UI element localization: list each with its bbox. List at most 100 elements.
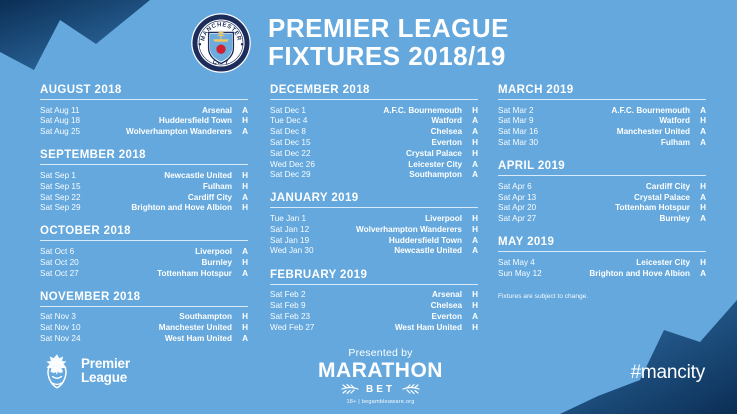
fixture-opponent: Everton: [431, 137, 462, 147]
manchester-city-crest-icon: MANCHESTER CITY: [191, 13, 251, 73]
fixture-row[interactable]: Sat Mar 9 Watford H: [498, 116, 706, 127]
fixture-row[interactable]: Sat Oct 27 Tottenham Hotspur A: [40, 268, 248, 279]
fixture-opponent: Southampton: [179, 312, 232, 322]
fixture-row[interactable]: Sat Apr 20 Tottenham Hotspur H: [498, 203, 706, 214]
month-block-august: AUGUST 2018 Sat Aug 11 Arsenal A Sat Aug…: [40, 84, 248, 137]
fixture-row[interactable]: Sat May 4 Leicester City H: [498, 257, 706, 268]
fixture-opponent: Manchester United: [616, 127, 690, 137]
fixture-opponent: West Ham United: [164, 333, 232, 343]
fixture-venue: H: [472, 290, 478, 300]
fixture-row[interactable]: Sat Jan 12 Wolverhampton Wanderers H: [270, 224, 478, 235]
fixture-row[interactable]: Sat Aug 11 Arsenal A: [40, 105, 248, 116]
fixture-row[interactable]: Sat Dec 1 A.F.C. Bournemouth H: [270, 105, 478, 116]
fixture-row[interactable]: Tue Dec 4 Watford A: [270, 116, 478, 127]
fixture-row[interactable]: Tue Jan 1 Liverpool H: [270, 213, 478, 224]
fixture-opponent: Fulham: [202, 181, 232, 191]
fixture-opponent: Liverpool: [425, 214, 462, 224]
fixture-date: Sat Sep 29: [40, 203, 81, 213]
fixture-venue: A: [472, 311, 478, 321]
fixture-opponent: Wolverhampton Wanderers: [355, 224, 462, 234]
month-heading: MARCH 2019: [498, 84, 574, 96]
fixture-row[interactable]: Sat Dec 29 Southampton A: [270, 170, 478, 181]
fixture-row[interactable]: Wed Dec 26 Leicester City A: [270, 159, 478, 170]
fixture-row[interactable]: Sat Mar 16 Manchester United A: [498, 127, 706, 138]
fixture-row[interactable]: Sat Aug 18 Huddersfield Town H: [40, 116, 248, 127]
month-block-march: MARCH 2019 Sat Mar 2 A.F.C. Bournemouth …: [498, 84, 706, 148]
fixture-date: Sat Dec 15: [270, 137, 311, 147]
fixture-row[interactable]: Sat Nov 3 Southampton H: [40, 312, 248, 323]
fixture-date: Sun May 12: [498, 268, 542, 278]
fixture-row[interactable]: Wed Feb 27 West Ham United H: [270, 322, 478, 333]
fixture-row[interactable]: Sat Mar 30 Fulham A: [498, 137, 706, 148]
month-block-september: SEPTEMBER 2018 Sat Sep 1 Newcastle Unite…: [40, 149, 248, 213]
fixture-row[interactable]: Sat Nov 10 Manchester United H: [40, 323, 248, 334]
fixture-row[interactable]: Sat Oct 20 Burnley H: [40, 257, 248, 268]
fixture-row[interactable]: Sat Dec 22 Crystal Palace H: [270, 148, 478, 159]
fixture-venue: A: [700, 192, 706, 202]
fixture-row[interactable]: Sat Feb 9 Chelsea H: [270, 300, 478, 311]
fixture-opponent: Cardiff City: [187, 192, 232, 202]
fixture-row[interactable]: Sat Dec 15 Everton H: [270, 137, 478, 148]
fixture-row[interactable]: Sat Dec 8 Chelsea A: [270, 127, 478, 138]
fixture-opponent: Manchester United: [158, 323, 232, 333]
month-divider: [270, 283, 478, 285]
fixture-venue: H: [242, 312, 248, 322]
fixture-date: Sat Sep 22: [40, 192, 81, 202]
fixture-venue: H: [472, 137, 478, 147]
fixture-date: Sat Apr 13: [498, 192, 537, 202]
fixture-venue: H: [700, 257, 706, 267]
fixture-venue: H: [472, 300, 478, 310]
fixture-row[interactable]: Wed Jan 30 Newcastle United A: [270, 246, 478, 257]
fixture-venue: A: [242, 268, 248, 278]
fixture-row[interactable]: Sat Jan 19 Huddersfield Town A: [270, 235, 478, 246]
fixture-opponent: A.F.C. Bournemouth: [611, 105, 690, 115]
month-block-october: OCTOBER 2018 Sat Oct 6 Liverpool A Sat O…: [40, 225, 248, 278]
page-title: PREMIER LEAGUE FIXTURES 2018/19: [268, 14, 509, 71]
fixture-row[interactable]: Sat Oct 6 Liverpool A: [40, 246, 248, 257]
month-heading: APRIL 2019: [498, 160, 566, 173]
fixtures-disclaimer: Fixtures are subject to change.: [498, 292, 589, 300]
fixture-date: Wed Dec 26: [270, 159, 315, 169]
fixture-row[interactable]: Sun May 12 Brighton and Hove Albion A: [498, 268, 706, 279]
fixture-date: Sat Dec 8: [270, 127, 306, 137]
fixture-row[interactable]: Sat Nov 24 West Ham United A: [40, 333, 248, 344]
fixture-venue: H: [242, 116, 248, 126]
header: MANCHESTER CITY PREMIER LE: [190, 12, 509, 74]
fixture-row[interactable]: Sat Feb 23 Everton A: [270, 311, 478, 322]
fixture-venue: H: [700, 116, 706, 126]
month-heading: FEBRUARY 2019: [270, 268, 368, 281]
month-heading: JANUARY 2019: [270, 192, 359, 205]
fixture-opponent: Newcastle United: [394, 246, 462, 256]
fixture-row[interactable]: Sat Sep 1 Newcastle United H: [40, 170, 248, 181]
fixture-venue: H: [242, 170, 248, 180]
fixture-opponent: Wolverhampton Wanderers: [125, 127, 232, 137]
fixture-venue: H: [242, 181, 248, 191]
fixture-row[interactable]: Sat Apr 6 Cardiff City H: [498, 181, 706, 192]
fixture-date: Sat Mar 2: [498, 105, 534, 115]
fixture-date: Wed Feb 27: [270, 322, 315, 332]
title-line-2: FIXTURES 2018/19: [268, 41, 506, 71]
fixture-row[interactable]: Sat Apr 13 Crystal Palace A: [498, 192, 706, 203]
fixture-row[interactable]: Sat Sep 22 Cardiff City A: [40, 192, 248, 203]
hashtag-mancity: #mancity: [630, 362, 706, 383]
month-block-november: NOVEMBER 2018 Sat Nov 3 Southampton H Sa…: [40, 291, 248, 344]
fixture-row[interactable]: Sat Mar 2 A.F.C. Bournemouth A: [498, 105, 706, 116]
sponsor-bet-row: BET: [298, 384, 463, 395]
fixture-venue: H: [472, 148, 478, 158]
fixture-opponent: Burnley: [659, 214, 690, 224]
gambling-legal-notice: 18+ | begambleaware.org: [346, 398, 415, 405]
fixture-venue: H: [242, 257, 248, 267]
fixture-date: Sat Mar 9: [498, 116, 534, 126]
fixture-row[interactable]: Sat Aug 25 Wolverhampton Wanderers A: [40, 127, 248, 138]
fixture-opponent: Watford: [659, 116, 690, 126]
sponsor-block: Presented by MARATHON BET 18+ | begamble…: [298, 347, 463, 405]
fixture-venue: A: [472, 116, 478, 126]
fixture-opponent: Brighton and Hove Albion: [589, 268, 690, 278]
month-divider: [498, 99, 706, 100]
fixture-row[interactable]: Sat Feb 2 Arsenal H: [270, 290, 478, 301]
fixture-row[interactable]: Sat Apr 27 Burnley A: [498, 213, 706, 224]
fixture-opponent: Everton: [431, 311, 462, 321]
fixture-row[interactable]: Sat Sep 29 Brighton and Hove Albion H: [40, 203, 248, 214]
fixture-row[interactable]: Sat Sep 15 Fulham H: [40, 181, 248, 192]
